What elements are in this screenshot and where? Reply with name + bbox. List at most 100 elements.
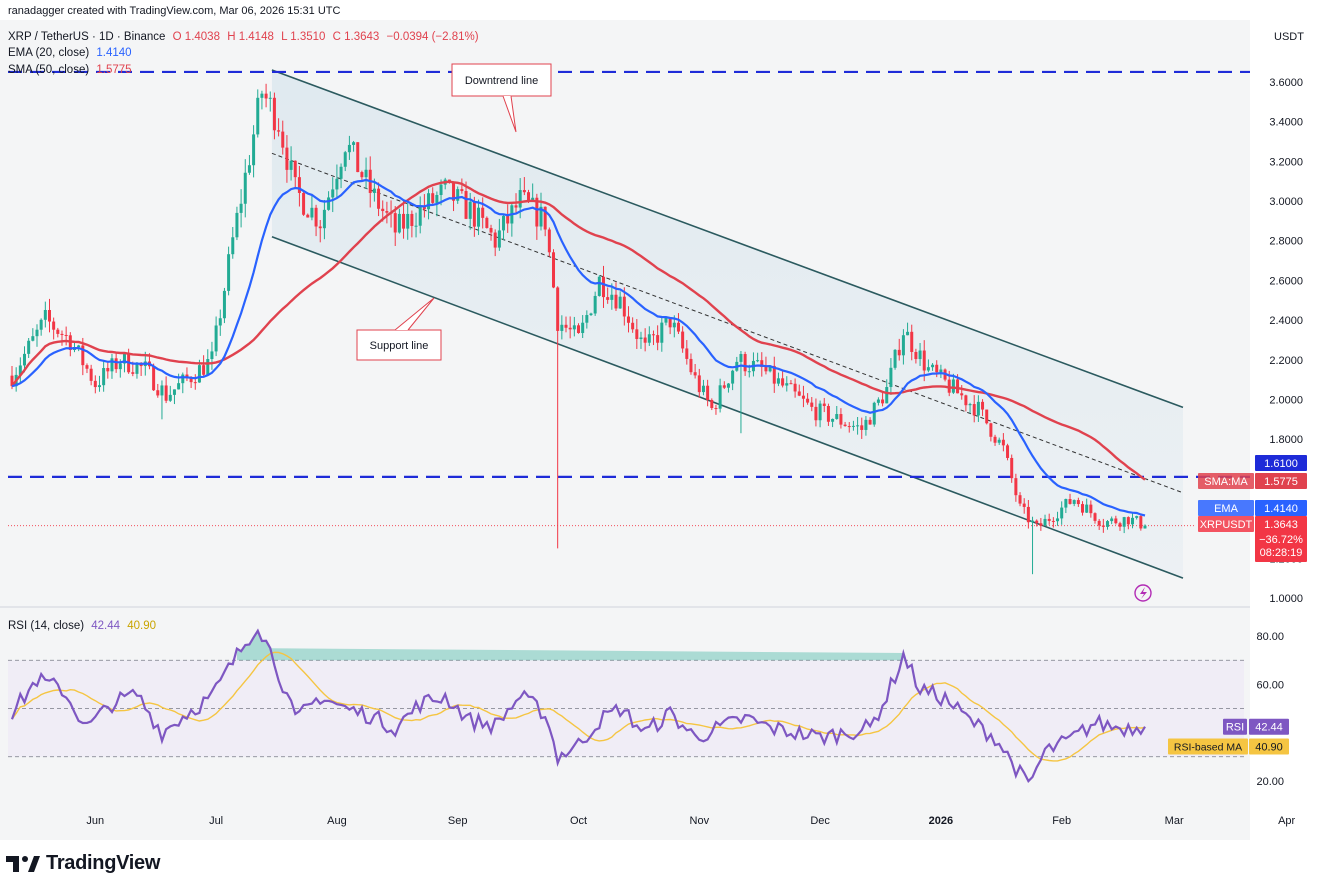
candle-body — [306, 214, 310, 218]
channel-midline[interactable] — [271, 152, 1184, 494]
candle-body — [1122, 517, 1126, 527]
candle-body — [381, 208, 385, 212]
candle-body — [639, 337, 643, 340]
chart-credit: ranadagger created with TradingView.com,… — [8, 5, 341, 17]
candle-body — [360, 172, 364, 178]
candle-body — [268, 97, 272, 99]
sma-50-line[interactable] — [11, 180, 1146, 481]
y-tick-label: 2.2000 — [1269, 355, 1303, 367]
rsi-tick-label: 80.00 — [1256, 631, 1284, 643]
candle-body — [439, 184, 443, 195]
candle-body — [651, 334, 655, 336]
annotations: Downtrend line Support line — [356, 63, 1152, 602]
candle-body — [697, 375, 701, 393]
candle-body — [822, 403, 826, 406]
candle-body — [518, 190, 522, 208]
candle-body — [731, 370, 735, 384]
candle-body — [135, 363, 139, 374]
candle-body — [764, 367, 768, 372]
ema-legend-label: EMA (20, close) — [8, 47, 90, 59]
ohlc-close: C 1.3643 — [332, 31, 380, 43]
candle-body — [481, 207, 485, 218]
rsi-tag-bg — [1223, 718, 1247, 735]
candle-body — [152, 366, 156, 391]
candle-body — [352, 142, 356, 145]
rsi-ma-value: 40.90 — [1255, 741, 1283, 753]
candle-body — [831, 418, 835, 422]
candle-body — [1043, 518, 1047, 526]
candle-body — [514, 205, 518, 208]
candle-body — [327, 197, 331, 210]
candle-body — [656, 335, 660, 343]
candle-body — [876, 399, 880, 403]
support-callout-pointer — [394, 297, 435, 331]
sma-legend[interactable]: SMA (50, close) 1.5775 — [8, 64, 132, 76]
candle-body — [956, 379, 960, 394]
candle-body — [293, 160, 297, 178]
candle-body — [614, 294, 618, 309]
level-value-bg — [1255, 455, 1307, 471]
candle-body — [189, 378, 193, 383]
y-tick-label: 3.2000 — [1269, 156, 1303, 168]
candle-body — [1010, 457, 1014, 479]
candle-body — [497, 230, 501, 248]
rsi-line[interactable] — [10, 628, 1146, 783]
candle-body — [410, 213, 414, 226]
candle-body — [214, 325, 218, 352]
price-labels: 1.6100 SMA:MA 1.5775 EMA 1.4140 XRPUSDT 1.3643… — [1168, 455, 1307, 755]
candle-body — [256, 97, 260, 135]
candle-body — [160, 385, 164, 396]
candle-body — [402, 213, 406, 229]
candle-body — [793, 383, 797, 392]
rsi-tick-label: 60.00 — [1256, 679, 1284, 691]
candle-body — [52, 321, 56, 330]
replay-icon[interactable] — [1134, 584, 1152, 602]
candle-body — [1093, 513, 1097, 521]
candle-body — [572, 325, 576, 330]
candle-body — [818, 403, 822, 421]
currency-label: USDT — [1274, 31, 1304, 43]
rsi-legend[interactable]: RSI (14, close) 42.44 40.90 — [8, 620, 156, 632]
candle-body — [1060, 507, 1064, 519]
ema-legend[interactable]: EMA (20, close) 1.4140 — [8, 47, 132, 59]
y-tick-label: 1.0000 — [1269, 593, 1303, 605]
candle-body — [1064, 499, 1068, 508]
candle-body — [1072, 500, 1076, 504]
candle-body — [460, 189, 464, 192]
candle-body — [260, 93, 264, 98]
candle-body — [939, 369, 943, 373]
candle-body — [193, 382, 197, 384]
candle-body — [39, 319, 43, 330]
candle-body — [427, 193, 431, 210]
candle-body — [197, 365, 201, 383]
candle-body — [589, 313, 593, 316]
support-callout-box — [356, 329, 442, 361]
moving-averages — [11, 178, 1146, 517]
sma-tag: SMA:MA — [1204, 476, 1248, 488]
candle-body — [243, 172, 247, 204]
candle-body — [1039, 523, 1043, 526]
candle-body — [593, 295, 597, 314]
ema-tag-bg — [1198, 500, 1254, 516]
x-tick-label: Aug — [327, 815, 347, 827]
symbol-title: XRP / TetherUS · 1D · Binance — [8, 31, 166, 43]
candle-body — [685, 348, 689, 359]
sma-value-bg — [1255, 473, 1307, 489]
candle-body — [302, 192, 306, 215]
tradingview-logo[interactable]: TradingView — [6, 852, 160, 875]
candle-body — [1097, 520, 1101, 526]
candle-body — [626, 316, 630, 323]
candle-body — [835, 414, 839, 419]
x-tick-label: Oct — [570, 815, 587, 827]
candle-body — [901, 335, 905, 356]
candle-body — [631, 322, 635, 330]
candle-body — [960, 393, 964, 396]
candle-body — [926, 367, 930, 371]
candle-body — [1051, 520, 1055, 522]
candle-body — [468, 201, 472, 219]
ema-20-line[interactable] — [11, 178, 1146, 517]
rsi-ma-line[interactable] — [11, 651, 1146, 762]
candle-body — [1110, 518, 1114, 522]
downtrend-line[interactable] — [271, 69, 1184, 409]
